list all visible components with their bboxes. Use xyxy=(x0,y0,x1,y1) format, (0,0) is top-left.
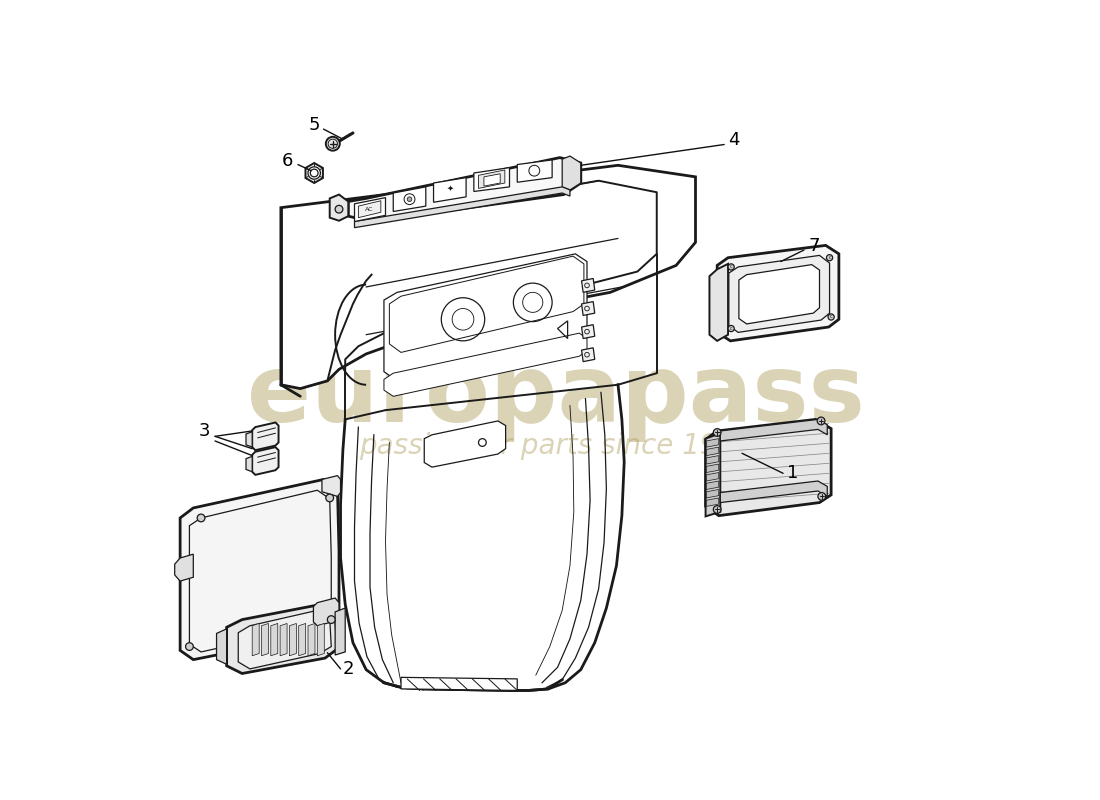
Circle shape xyxy=(728,264,735,270)
Text: 1: 1 xyxy=(786,464,799,482)
Polygon shape xyxy=(336,608,345,655)
Polygon shape xyxy=(384,333,587,396)
Polygon shape xyxy=(306,163,323,183)
Circle shape xyxy=(326,494,333,502)
Circle shape xyxy=(818,493,826,500)
Polygon shape xyxy=(322,476,341,496)
Text: 3: 3 xyxy=(199,422,211,440)
Polygon shape xyxy=(252,623,260,656)
Polygon shape xyxy=(175,554,194,581)
Text: c: c xyxy=(729,265,733,270)
Polygon shape xyxy=(562,156,581,190)
Polygon shape xyxy=(252,422,278,450)
Polygon shape xyxy=(384,254,587,381)
Circle shape xyxy=(197,514,205,522)
Circle shape xyxy=(826,254,833,261)
Polygon shape xyxy=(582,325,595,338)
Polygon shape xyxy=(308,623,315,656)
Polygon shape xyxy=(720,419,827,441)
Circle shape xyxy=(713,506,722,514)
Polygon shape xyxy=(582,278,595,292)
Polygon shape xyxy=(317,623,324,656)
Polygon shape xyxy=(280,166,695,389)
Polygon shape xyxy=(389,256,584,353)
Circle shape xyxy=(186,642,194,650)
Polygon shape xyxy=(227,604,338,674)
Circle shape xyxy=(336,206,343,213)
Polygon shape xyxy=(705,434,720,517)
Text: 7: 7 xyxy=(808,237,820,255)
Polygon shape xyxy=(280,623,287,656)
Polygon shape xyxy=(349,158,581,222)
Polygon shape xyxy=(720,481,827,502)
Polygon shape xyxy=(706,455,718,464)
Polygon shape xyxy=(739,265,820,324)
Text: c: c xyxy=(729,326,733,331)
Text: ✦: ✦ xyxy=(447,183,453,192)
Text: europapass: europapass xyxy=(248,350,865,442)
Polygon shape xyxy=(706,447,718,455)
Polygon shape xyxy=(271,623,278,656)
Text: c: c xyxy=(828,255,830,260)
Polygon shape xyxy=(517,160,552,182)
Circle shape xyxy=(328,616,336,623)
Polygon shape xyxy=(246,432,252,447)
Circle shape xyxy=(407,197,411,202)
Text: 6: 6 xyxy=(282,153,293,170)
Polygon shape xyxy=(706,473,718,481)
Text: 2: 2 xyxy=(342,660,354,678)
Polygon shape xyxy=(706,438,718,447)
Polygon shape xyxy=(706,464,718,473)
Polygon shape xyxy=(262,623,268,656)
Polygon shape xyxy=(359,201,381,218)
Polygon shape xyxy=(710,264,728,341)
Polygon shape xyxy=(729,255,829,332)
Polygon shape xyxy=(330,194,349,221)
Polygon shape xyxy=(217,629,227,664)
Circle shape xyxy=(713,429,722,436)
Polygon shape xyxy=(394,187,426,211)
Polygon shape xyxy=(180,479,339,660)
Circle shape xyxy=(728,326,735,332)
Polygon shape xyxy=(706,490,718,498)
Polygon shape xyxy=(252,447,278,475)
Polygon shape xyxy=(354,198,385,222)
Polygon shape xyxy=(582,348,595,362)
Polygon shape xyxy=(246,456,252,472)
Polygon shape xyxy=(705,419,832,516)
Polygon shape xyxy=(484,174,500,186)
Polygon shape xyxy=(478,170,505,188)
Polygon shape xyxy=(354,187,570,228)
Polygon shape xyxy=(717,246,839,341)
Text: 5: 5 xyxy=(308,116,320,134)
Polygon shape xyxy=(425,421,506,467)
Circle shape xyxy=(308,167,320,179)
Polygon shape xyxy=(433,178,466,202)
Polygon shape xyxy=(582,302,595,315)
Text: 4: 4 xyxy=(728,131,740,149)
Circle shape xyxy=(817,417,825,425)
Polygon shape xyxy=(314,598,339,626)
Text: passion for parts since 1985: passion for parts since 1985 xyxy=(359,432,752,460)
Polygon shape xyxy=(474,168,509,191)
Polygon shape xyxy=(289,623,296,656)
Text: AC: AC xyxy=(365,206,374,212)
Polygon shape xyxy=(239,610,331,669)
Polygon shape xyxy=(402,678,517,690)
Polygon shape xyxy=(706,481,718,490)
Circle shape xyxy=(828,314,834,320)
Polygon shape xyxy=(706,498,718,506)
Text: c: c xyxy=(829,314,833,319)
Polygon shape xyxy=(299,623,306,656)
Circle shape xyxy=(326,137,340,150)
